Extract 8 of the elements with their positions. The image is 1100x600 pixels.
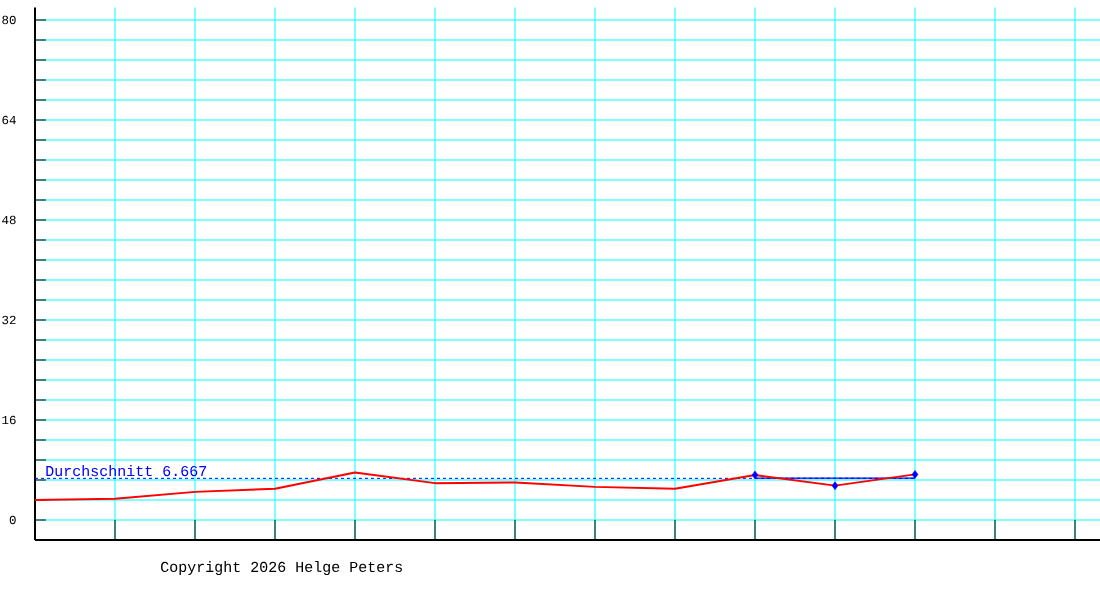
y-tick-label: 48 <box>2 215 16 225</box>
text: Copyright 2026 Helge Peters <box>161 561 402 575</box>
y-tick-label: 16 <box>2 415 16 425</box>
y-tick-label: 80 <box>2 15 16 25</box>
y-tick-label: 64 <box>2 115 16 125</box>
y-tick-label: 32 <box>2 315 16 325</box>
ref-line-label: Durchschnitt 6.667 <box>46 465 207 477</box>
y-tick-label: 0 <box>9 515 16 525</box>
